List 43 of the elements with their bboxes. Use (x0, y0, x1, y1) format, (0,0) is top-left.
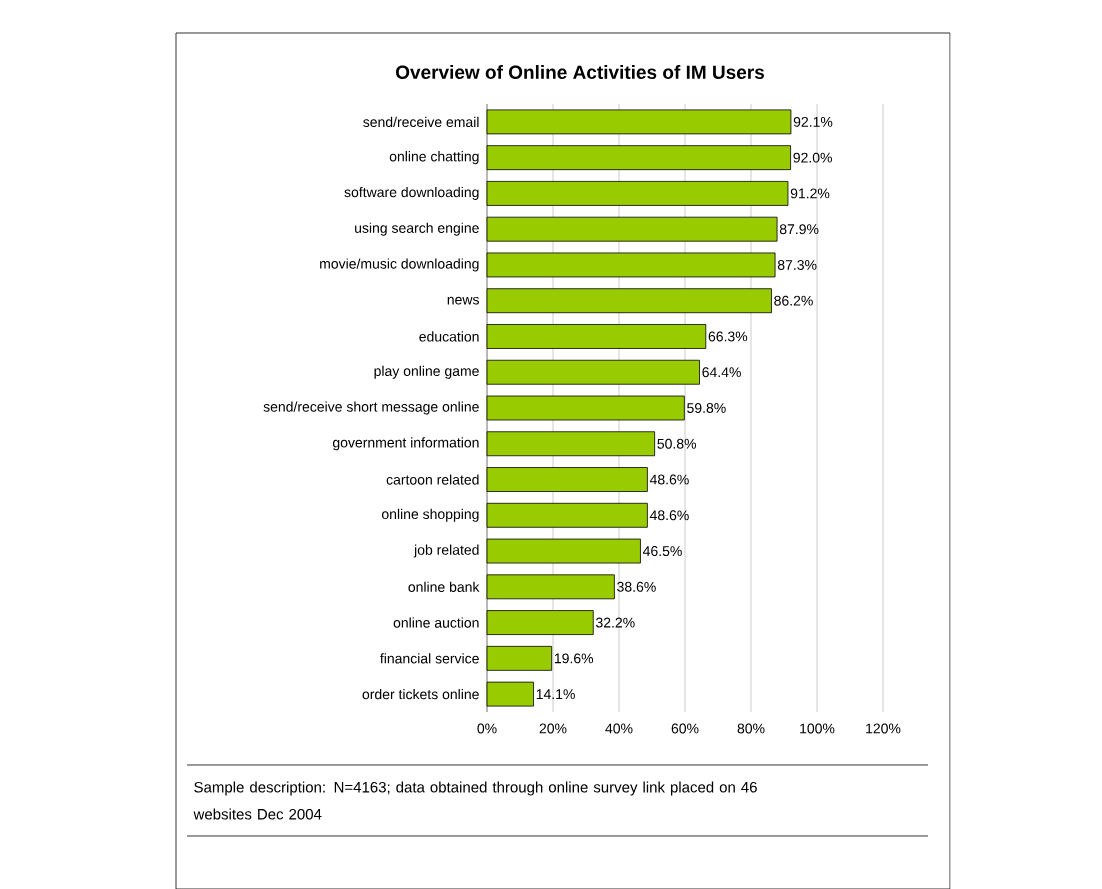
data-label: 19.6% (554, 653, 594, 664)
data-label: 87.9% (779, 224, 819, 234)
chart-title: Overview of Online Activities of IM Users (396, 64, 764, 79)
y-tick-label: send/receive short message online (263, 401, 479, 415)
y-tick-label: education (419, 331, 479, 342)
data-label: 64.4% (702, 367, 741, 378)
data-label: 48.6% (649, 510, 689, 521)
x-tick-label: 60% (671, 723, 699, 734)
data-label: 91.2% (790, 188, 830, 199)
y-tick-label: cartoon related (386, 474, 479, 485)
data-label: 50.8% (657, 438, 697, 449)
x-tick-label: 120% (866, 723, 901, 734)
y-tick-label: send/receive email (363, 116, 479, 127)
y-tick-label: online shopping (381, 508, 479, 522)
data-label: 32.2% (596, 617, 635, 628)
y-tick-label: government information (332, 437, 479, 451)
y-tick-label: software downloading (344, 186, 479, 200)
text: Sample description: N=4163; data obtained through online survey link placed on 46 websites Dec 2004 (193, 781, 757, 820)
data-label: 92.0% (793, 152, 832, 163)
y-tick-label: news (447, 296, 479, 305)
data-label: 14.1% (536, 689, 575, 699)
x-tick-label: 20% (539, 723, 567, 734)
data-label: 38.6% (617, 581, 656, 592)
data-label: 48.6% (649, 474, 689, 485)
y-tick-label: online auction (393, 617, 479, 628)
data-label: 59.8% (687, 402, 726, 413)
data-label: 87.3% (777, 259, 817, 270)
y-tick-label: movie/music downloading (320, 258, 479, 272)
data-label: 46.5% (642, 545, 682, 556)
y-tick-label: play online game (374, 365, 479, 379)
y-tick-label: job related (413, 544, 479, 558)
y-tick-label: financial service (380, 653, 479, 664)
x-tick-label: 0% (477, 723, 497, 734)
y-tick-label: using search engine (355, 222, 479, 236)
data-label: 86.2% (774, 295, 813, 306)
data-label: 92.1% (793, 116, 833, 127)
y-tick-label: online bank (408, 581, 480, 592)
x-tick-label: 40% (605, 723, 633, 734)
data-label: 66.3% (708, 331, 748, 342)
x-tick-label: 100% (800, 723, 835, 734)
y-tick-label: order tickets online (362, 688, 479, 700)
x-tick-label: 80% (737, 723, 765, 734)
y-tick-label: online chatting (389, 150, 479, 164)
